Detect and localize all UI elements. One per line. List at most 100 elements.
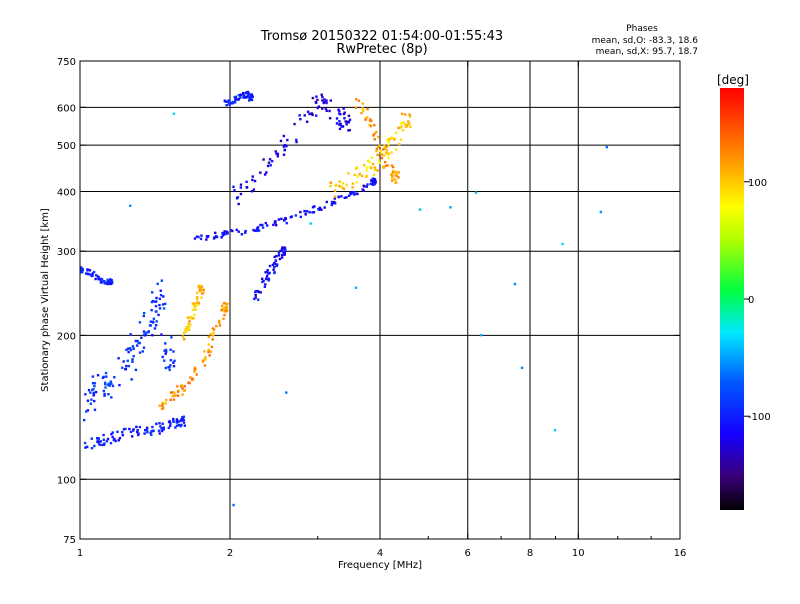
echo-point (122, 428, 126, 431)
echo-point (268, 271, 271, 275)
echo-point (264, 283, 267, 286)
echo-point (187, 328, 191, 331)
echo-point (347, 172, 350, 175)
x-tick-label: 2 (227, 548, 233, 559)
echo-point (150, 429, 154, 433)
echo-point (99, 278, 102, 282)
echo-point (153, 327, 157, 330)
echo-point (261, 280, 264, 284)
chart-title: Tromsø 20150322 01:54:00-01:55:43 (260, 29, 503, 44)
echo-point (316, 106, 319, 110)
colorbar-tick-label: 100 (748, 178, 767, 189)
echo-point (151, 320, 155, 323)
echo-point (283, 148, 287, 152)
echo-point (161, 422, 164, 425)
echo-point (175, 421, 179, 424)
echo-point (366, 107, 369, 111)
echo-point (266, 269, 269, 272)
echo-point (314, 100, 318, 104)
echo-point (150, 308, 153, 312)
echo-point (151, 334, 154, 337)
echo-point (231, 100, 234, 104)
echo-point (374, 130, 378, 134)
echo-point (231, 229, 234, 233)
echo-point (394, 148, 398, 151)
echo-point (97, 441, 100, 444)
echo-point (373, 179, 377, 182)
echo-point (121, 430, 124, 434)
echo-point (113, 437, 116, 441)
echo-point (325, 99, 328, 102)
echo-point (320, 93, 323, 96)
echo-point (187, 327, 191, 330)
echo-point (92, 391, 95, 395)
echo-point (345, 183, 348, 187)
echo-point (96, 373, 100, 377)
echo-point (129, 348, 133, 352)
echo-point (323, 100, 326, 104)
echo-point (158, 404, 161, 407)
echo-point (103, 383, 107, 386)
echo-point (350, 192, 354, 195)
echo-point (321, 95, 324, 99)
echo-point (92, 270, 96, 274)
echo-point (142, 330, 146, 333)
echo-point (283, 247, 287, 250)
echo-point (214, 231, 217, 235)
echo-point (134, 339, 137, 343)
echo-point (223, 309, 226, 313)
echo-point (268, 264, 272, 268)
echo-point (102, 443, 106, 447)
echo-point (393, 177, 396, 181)
echo-point (342, 107, 345, 110)
echo-point (378, 161, 382, 165)
grid (80, 61, 680, 539)
axes: 1 2 4 6 8 10 16 75 100 200 300 400 500 600 750 (57, 57, 686, 559)
echo-point (134, 368, 138, 372)
echo-point (237, 94, 241, 97)
echo-point (208, 354, 211, 357)
echo-point (106, 437, 110, 441)
echo-point (348, 128, 351, 132)
echo-point (99, 440, 102, 443)
echo-point (397, 171, 400, 174)
echo-point (279, 139, 283, 143)
echo-point (387, 140, 390, 144)
echo-point (394, 170, 397, 174)
echo-point (89, 391, 92, 394)
echo-point (128, 427, 131, 431)
echo-point (282, 134, 286, 138)
echo-point (111, 435, 114, 439)
echo-point (284, 217, 288, 220)
echo-point (315, 114, 318, 117)
echo-point (372, 181, 375, 184)
echo-point (164, 402, 167, 405)
echo-point (268, 158, 272, 161)
echo-point (273, 265, 276, 269)
echo-point (138, 321, 142, 324)
echo-point (520, 366, 524, 370)
echo-point (320, 208, 323, 211)
echo-point (394, 181, 397, 184)
echo-point (366, 159, 370, 163)
echo-point (102, 280, 106, 283)
echo-point (149, 431, 152, 435)
echo-point (293, 122, 296, 126)
echo-point (84, 272, 88, 275)
echo-point (263, 285, 267, 289)
echo-point (218, 321, 221, 324)
echo-point (220, 236, 223, 239)
echo-point (174, 394, 177, 397)
echo-point (195, 296, 199, 299)
echo-point (338, 123, 341, 126)
echo-point (373, 168, 377, 172)
echo-point (239, 93, 242, 97)
echo-point (340, 195, 343, 198)
echo-point (158, 307, 162, 310)
echo-point (259, 291, 262, 294)
echo-point (150, 291, 154, 294)
echo-point (103, 381, 107, 384)
echo-point (349, 192, 352, 196)
echo-point (382, 148, 385, 151)
echo-point (158, 303, 161, 307)
